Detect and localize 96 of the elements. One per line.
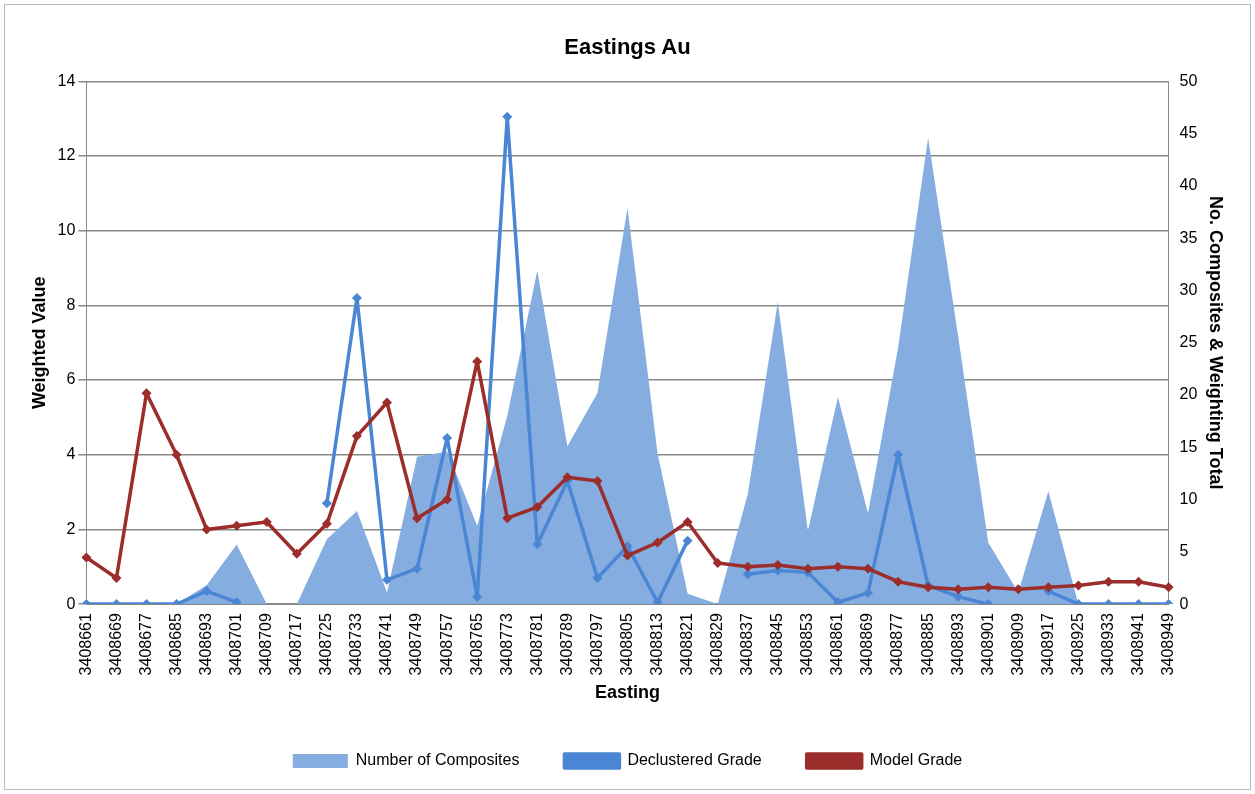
point [1163, 582, 1174, 593]
x-tick-label: 3408781 [527, 613, 545, 676]
y2-tick-label: 40 [1179, 176, 1198, 194]
y2-tick-label: 20 [1179, 385, 1198, 403]
point [351, 431, 362, 442]
point [412, 513, 423, 524]
y-tick-label: 14 [57, 71, 76, 89]
point [712, 558, 723, 569]
point [622, 550, 633, 561]
point [201, 586, 212, 597]
x-tick-label: 3408917 [1038, 613, 1056, 676]
y-tick-label: 6 [66, 370, 76, 388]
point [532, 502, 543, 513]
x-tick-label: 3408885 [918, 613, 936, 676]
point [171, 449, 182, 460]
legend-label: Model Grade [869, 751, 963, 769]
y-tick-label: 0 [66, 594, 76, 612]
point [652, 537, 663, 548]
x-tick-label: 3408853 [798, 613, 816, 676]
point [231, 597, 242, 605]
point [111, 572, 122, 583]
x-tick-label: 3408773 [497, 613, 515, 676]
x-tick-label: 3408845 [768, 613, 786, 676]
legend-label: Declustered Grade [627, 751, 762, 769]
x-tick-label: 3408813 [647, 613, 665, 676]
y-tick-label: 2 [66, 519, 76, 537]
y2-tick-label: 10 [1179, 489, 1198, 507]
point [652, 597, 663, 605]
x-tick-label: 3408837 [738, 613, 756, 676]
x-tick-label: 3408861 [828, 613, 846, 676]
point [893, 576, 904, 587]
y2-tick-label: 50 [1179, 71, 1198, 89]
point [592, 475, 603, 486]
x-tick-label: 3408733 [347, 613, 365, 676]
x-axis-title: Easting [594, 682, 661, 703]
point [321, 518, 332, 529]
x-tick-label: 3408869 [858, 613, 876, 676]
x-tick-label: 3408909 [1008, 613, 1026, 676]
y2-tick-label: 35 [1179, 228, 1198, 246]
x-tick-label: 3408765 [467, 613, 485, 676]
point [682, 516, 693, 527]
x-tick-label: 3408789 [557, 613, 575, 676]
y2-tick-label: 15 [1179, 437, 1198, 455]
chart-title: Eastings Au [564, 34, 691, 60]
x-tick-label: 3408821 [678, 613, 696, 676]
point [442, 494, 453, 505]
y2-tick-label: 0 [1179, 594, 1189, 612]
x-tick-label: 3408685 [166, 613, 184, 676]
point [382, 397, 393, 408]
point [1043, 582, 1054, 593]
x-tick-label: 3408717 [287, 613, 305, 676]
x-tick-label: 3408725 [317, 613, 335, 676]
x-tick-label: 3408693 [197, 613, 215, 676]
point [1013, 584, 1024, 595]
point [201, 524, 212, 535]
x-tick-label: 3408669 [106, 613, 124, 676]
point [953, 584, 964, 595]
x-tick-label: 3408941 [1128, 613, 1146, 676]
x-tick-label: 3408901 [978, 613, 996, 676]
y2-axis-title: No. Composites & Weighting Total [1206, 196, 1227, 490]
y-tick-label: 4 [66, 445, 76, 463]
point [592, 572, 603, 583]
y2-tick-label: 45 [1179, 124, 1198, 142]
y2-tick-label: 30 [1179, 280, 1198, 298]
x-tick-label: 3408893 [948, 613, 966, 676]
point [412, 563, 423, 574]
x-tick-label: 3408701 [227, 613, 245, 676]
point [502, 513, 513, 524]
y-tick-label: 10 [57, 221, 76, 239]
x-tick-label: 3408797 [587, 613, 605, 676]
y-axis-title: Weighted Value [28, 276, 49, 410]
x-tick-label: 3408877 [888, 613, 906, 676]
x-tick-label: 3408949 [1159, 613, 1177, 676]
point [291, 548, 302, 559]
point [321, 498, 332, 509]
x-tick-label: 3408757 [437, 613, 455, 676]
point [742, 569, 753, 580]
x-tick-label: 3408933 [1098, 613, 1116, 676]
x-tick-label: 3408805 [617, 613, 635, 676]
point [682, 535, 693, 546]
x-tick-label: 3408661 [76, 613, 94, 676]
x-tick-label: 3408677 [136, 613, 154, 676]
x-tick-label: 3408749 [407, 613, 425, 676]
x-tick-label: 3408829 [708, 613, 726, 676]
point [832, 597, 843, 605]
point [502, 111, 513, 122]
y-tick-label: 12 [57, 146, 76, 164]
y2-tick-label: 25 [1179, 333, 1198, 351]
x-tick-label: 3408741 [377, 613, 395, 676]
point [231, 520, 242, 531]
y2-tick-label: 5 [1179, 542, 1189, 560]
point [81, 552, 92, 563]
legend-label: Number of Composites [355, 751, 520, 769]
x-tick-label: 3408925 [1068, 613, 1086, 676]
x-tick-label: 3408709 [257, 613, 275, 676]
y-tick-label: 8 [66, 295, 76, 313]
